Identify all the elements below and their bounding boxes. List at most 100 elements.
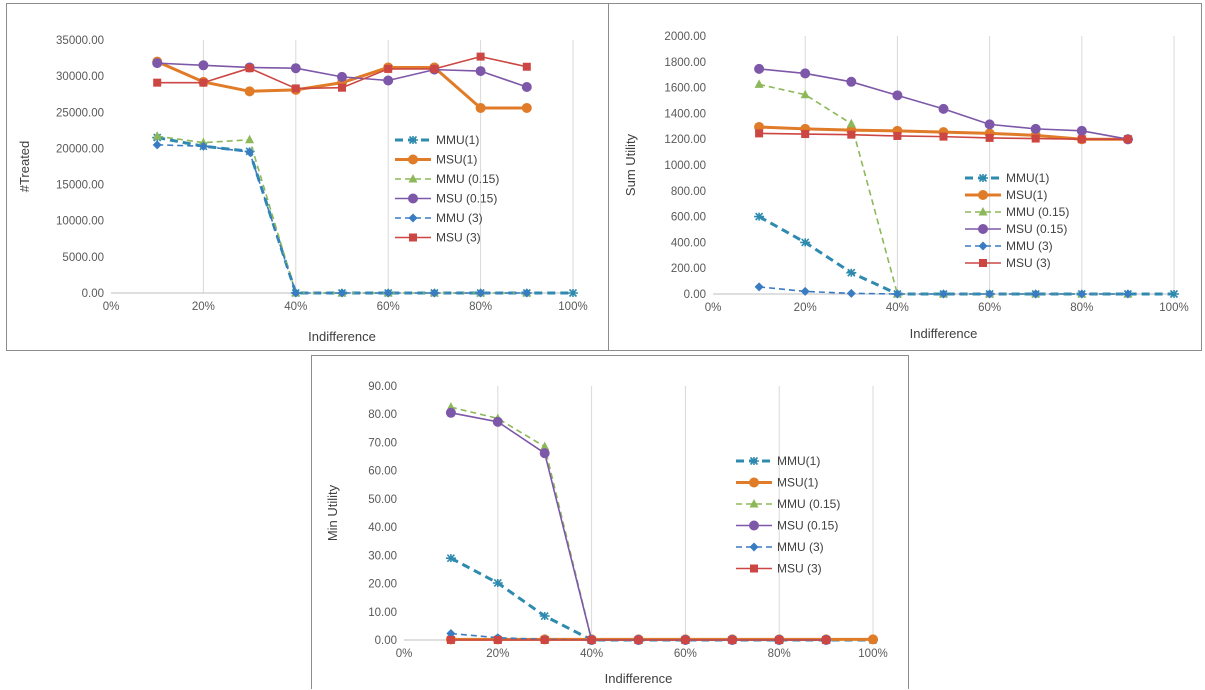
legend-item: MMU (0.15) — [736, 497, 840, 511]
data-point — [893, 131, 902, 140]
legend-label: MMU (3) — [436, 211, 483, 225]
data-point — [475, 66, 486, 77]
data-point — [245, 134, 255, 144]
data-point — [846, 288, 856, 298]
chart-min-utility-panel: 0% 20% 40% 60% 80% 100% 0.00 10.00 20.00 30.00 40.… — [311, 355, 909, 689]
data-point — [445, 554, 456, 563]
y-tick-label: 200.00 — [671, 263, 706, 275]
data-point — [754, 212, 765, 221]
data-point — [290, 63, 301, 74]
legend-label: MSU (0.15) — [1006, 222, 1067, 236]
data-point — [539, 611, 550, 621]
legend-label: MMU (3) — [1006, 239, 1053, 253]
series-msu-0-15 — [445, 407, 832, 645]
legend-marker — [978, 241, 988, 251]
legend: MMU(1) MSU(1) MMU (0.15) MSU (0.15) MMU (3) M… — [395, 133, 499, 245]
legend-item: MSU(1) — [736, 476, 818, 490]
legend-label: MMU(1) — [1006, 171, 1049, 185]
data-point — [429, 288, 439, 298]
series-mmu-0-15 — [446, 402, 831, 644]
data-point — [540, 636, 549, 644]
y-tick-label: 70.00 — [368, 437, 397, 449]
legend-item: MMU (0.15) — [965, 205, 1069, 219]
data-point — [245, 147, 255, 157]
y-tick-label: 10000.00 — [56, 216, 104, 228]
legend-item: MSU(1) — [395, 153, 477, 167]
legend-marker — [978, 207, 988, 216]
data-point — [985, 289, 995, 299]
legend-label: MSU(1) — [1006, 188, 1047, 202]
data-point — [1077, 135, 1086, 144]
data-point — [681, 636, 690, 644]
data-point — [153, 78, 162, 87]
data-point — [800, 286, 810, 296]
series-line — [450, 406, 827, 641]
data-point — [1030, 123, 1041, 134]
series-line — [157, 144, 527, 294]
legend-label: MMU (0.15) — [777, 497, 840, 511]
legend-item: MSU (0.15) — [736, 519, 838, 533]
y-tick-label: 30000.00 — [56, 71, 104, 83]
data-point — [775, 636, 784, 644]
data-point — [1169, 289, 1179, 299]
chart-sum-utility: 0% 20% 40% 60% 80% 100% 0.00 200.00 400.00 600.00… — [623, 31, 1189, 341]
y-tick-label: 30.00 — [368, 550, 397, 562]
data-point — [1031, 134, 1040, 143]
legend: MMU(1) MSU(1) MMU (0.15) MSU (0.15) MMU (3) M… — [736, 454, 840, 576]
legend-item: MMU(1) — [965, 171, 1049, 185]
legend-marker — [408, 213, 418, 223]
data-point — [198, 141, 208, 151]
series-mmu-1 — [754, 212, 1179, 299]
y-tick-label: 20.00 — [368, 579, 397, 591]
y-tick-label: 35000.00 — [56, 35, 104, 47]
data-point — [985, 133, 994, 142]
gridlines — [497, 386, 874, 640]
legend-item: MSU (0.15) — [965, 222, 1067, 236]
legend-label: MSU (0.15) — [777, 519, 838, 533]
legend-label: MMU (0.15) — [1006, 205, 1069, 219]
data-point — [446, 636, 455, 644]
series-mmu-3 — [152, 140, 532, 298]
y-tick-label: 1000.00 — [664, 160, 706, 172]
x-tick-label: 20% — [794, 302, 817, 314]
chart-treated-panel: 0% 20% 40% 60% 80% 100% 0.00 5000.00 10000.00 150… — [6, 3, 609, 351]
legend-marker — [749, 499, 759, 508]
legend-marker — [978, 190, 988, 200]
data-point — [493, 636, 502, 644]
legend-item: MMU (3) — [965, 239, 1053, 253]
data-point — [1031, 289, 1041, 299]
data-point — [244, 86, 255, 97]
legend-marker — [749, 456, 759, 466]
data-point — [892, 90, 903, 101]
data-point — [291, 288, 301, 298]
legend-label: MSU (3) — [777, 562, 822, 576]
data-point — [728, 636, 737, 644]
x-axis-label: Indifference — [308, 329, 376, 344]
x-tick-label: 80% — [768, 648, 791, 660]
legend-label: MMU(1) — [436, 133, 479, 147]
legend-item: MSU (3) — [965, 256, 1051, 270]
legend-label: MMU (0.15) — [436, 172, 499, 186]
data-point — [152, 131, 162, 140]
series-mmu-1 — [152, 133, 578, 298]
data-point — [492, 578, 503, 588]
data-point — [1077, 289, 1087, 299]
y-tick-label: 80.00 — [368, 409, 397, 421]
data-point — [446, 629, 456, 639]
legend-item: MMU(1) — [395, 133, 479, 147]
data-point — [337, 71, 347, 82]
x-tick-label: 40% — [580, 648, 603, 660]
legend-item: MSU(1) — [965, 188, 1047, 202]
y-tick-label: 600.00 — [671, 212, 706, 224]
data-point — [152, 140, 162, 150]
y-tick-label: 1400.00 — [664, 108, 706, 120]
series-msu-3 — [153, 52, 531, 93]
y-tick-label: 1200.00 — [664, 134, 706, 146]
y-tick-label: 1800.00 — [664, 57, 706, 69]
x-tick-label: 60% — [674, 648, 697, 660]
y-axis-label: Min Utility — [325, 484, 340, 541]
data-point — [568, 288, 578, 298]
x-axis-label: Indifference — [605, 671, 673, 686]
chart-sum-utility-panel: 0% 20% 40% 60% 80% 100% 0.00 200.00 400.00 600.00… — [609, 3, 1202, 351]
series-line — [450, 412, 827, 641]
